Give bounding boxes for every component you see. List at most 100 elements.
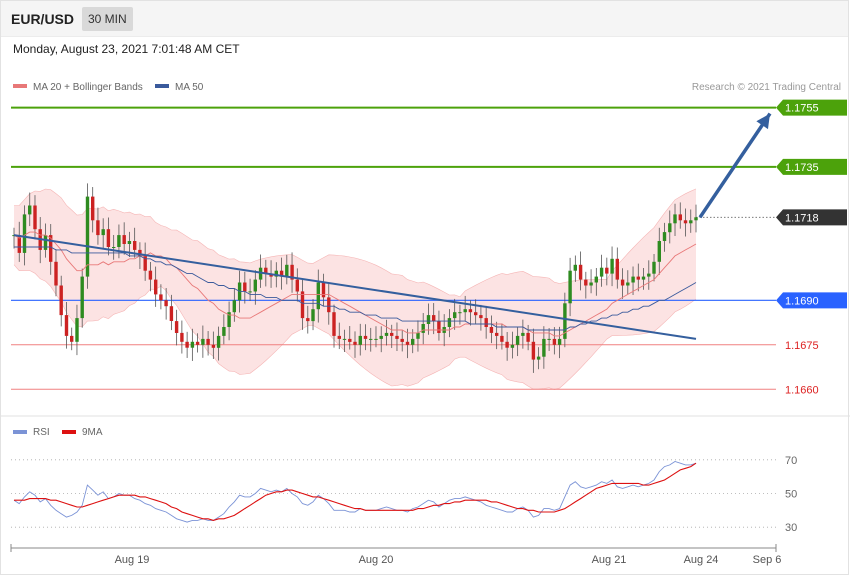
candle-body <box>489 327 494 333</box>
candle-body <box>306 318 310 322</box>
candle-body <box>33 205 37 230</box>
candle-body <box>437 321 441 333</box>
candle-body <box>405 341 410 345</box>
candle-body <box>447 318 452 327</box>
candle-body <box>605 267 609 274</box>
candle-body <box>426 315 431 324</box>
candle-body <box>28 205 32 215</box>
rsi-line <box>13 461 697 523</box>
candle-body <box>101 229 105 236</box>
candle-body <box>337 335 341 339</box>
bollinger-upper <box>14 188 697 298</box>
candle-body <box>201 338 205 345</box>
candle-body <box>154 279 158 295</box>
candle-body <box>395 335 399 339</box>
candle-body <box>295 279 299 292</box>
candle-body <box>206 338 210 345</box>
candle-body <box>636 276 640 280</box>
candle-body <box>411 338 415 345</box>
level-tag-1.1690 <box>776 292 847 309</box>
descending-trendline <box>13 234 697 340</box>
candle-body <box>327 297 331 313</box>
header-bar: EUR/USD 30 MIN <box>0 0 849 37</box>
timeframe-badge[interactable]: 30 MIN <box>82 7 133 31</box>
candle-body <box>631 276 635 283</box>
x-tick-aug-19: Aug 19 <box>115 554 150 566</box>
ma20-legend-swatch <box>13 84 27 88</box>
rsi-legend-label: RSI <box>33 427 50 438</box>
candle-body <box>17 235 21 253</box>
candle-body <box>547 338 551 340</box>
candle-body <box>495 332 499 336</box>
candle-body <box>321 282 326 298</box>
candle-body <box>232 300 236 313</box>
candle-body <box>133 241 137 250</box>
candle-body <box>453 312 457 319</box>
candle-body <box>279 270 284 277</box>
level-label-1.1718: 1.1718 <box>785 212 819 224</box>
candle-body <box>484 318 488 327</box>
candle-body <box>384 332 389 336</box>
candle-body <box>190 341 195 348</box>
ma50-line <box>14 246 697 331</box>
rsi-tick-70: 70 <box>785 455 797 467</box>
candle-body <box>64 315 69 336</box>
candle-body <box>620 279 625 286</box>
candle-body <box>526 332 530 342</box>
candle-body <box>683 220 688 224</box>
candle-body <box>673 214 677 224</box>
candle-body <box>432 315 436 321</box>
candle-body <box>531 341 536 360</box>
candle-body <box>536 356 541 360</box>
candle-body <box>148 270 153 280</box>
x-tick-sep-6: Sep 6 <box>753 554 782 566</box>
candle-body <box>253 279 257 292</box>
candle-body <box>127 241 132 244</box>
candle-body <box>369 338 373 340</box>
symbol-label: EUR/USD <box>11 11 75 27</box>
candle-body <box>106 229 111 247</box>
candle-body <box>290 264 294 280</box>
candle-body <box>348 338 352 342</box>
x-tick-aug-21: Aug 21 <box>592 554 627 566</box>
candle-body <box>468 309 473 313</box>
candle-body <box>421 324 425 333</box>
candle-body <box>243 282 247 292</box>
candle-body <box>678 214 682 221</box>
candle-body <box>117 235 121 247</box>
candle-body <box>458 312 462 314</box>
candle-body <box>211 344 216 348</box>
candle-body <box>573 264 577 271</box>
level-label-1.1755: 1.1755 <box>785 103 819 115</box>
candle-body <box>311 309 315 322</box>
candle-body <box>342 338 347 340</box>
candle-body <box>657 241 661 262</box>
candle-body <box>689 220 693 224</box>
ma50-legend-swatch <box>155 84 169 88</box>
candle-body <box>122 235 126 244</box>
candle-body <box>505 341 509 348</box>
candle-body <box>222 327 226 336</box>
level-tag-1.1718 <box>776 209 847 226</box>
candle-body <box>374 338 378 340</box>
candle-body <box>227 312 231 327</box>
candle-body <box>75 318 79 342</box>
candle-body <box>563 303 567 339</box>
candle-body <box>195 341 200 345</box>
candle-body <box>70 335 74 342</box>
candle-body <box>353 341 357 345</box>
candle-body <box>96 220 100 236</box>
candle-body <box>641 276 646 280</box>
level-label-1.1675: 1.1675 <box>785 340 819 352</box>
candle-body <box>552 338 557 345</box>
candle-body <box>285 264 289 277</box>
candle-body <box>589 282 593 286</box>
candle-body <box>22 214 27 253</box>
candle-body <box>264 267 268 274</box>
level-label-1.1660: 1.1660 <box>785 384 819 396</box>
candle-body <box>668 223 672 233</box>
candle-body <box>599 267 604 277</box>
candle-body <box>112 247 116 248</box>
candle-body <box>652 261 656 274</box>
target-arrow-head <box>756 113 770 130</box>
